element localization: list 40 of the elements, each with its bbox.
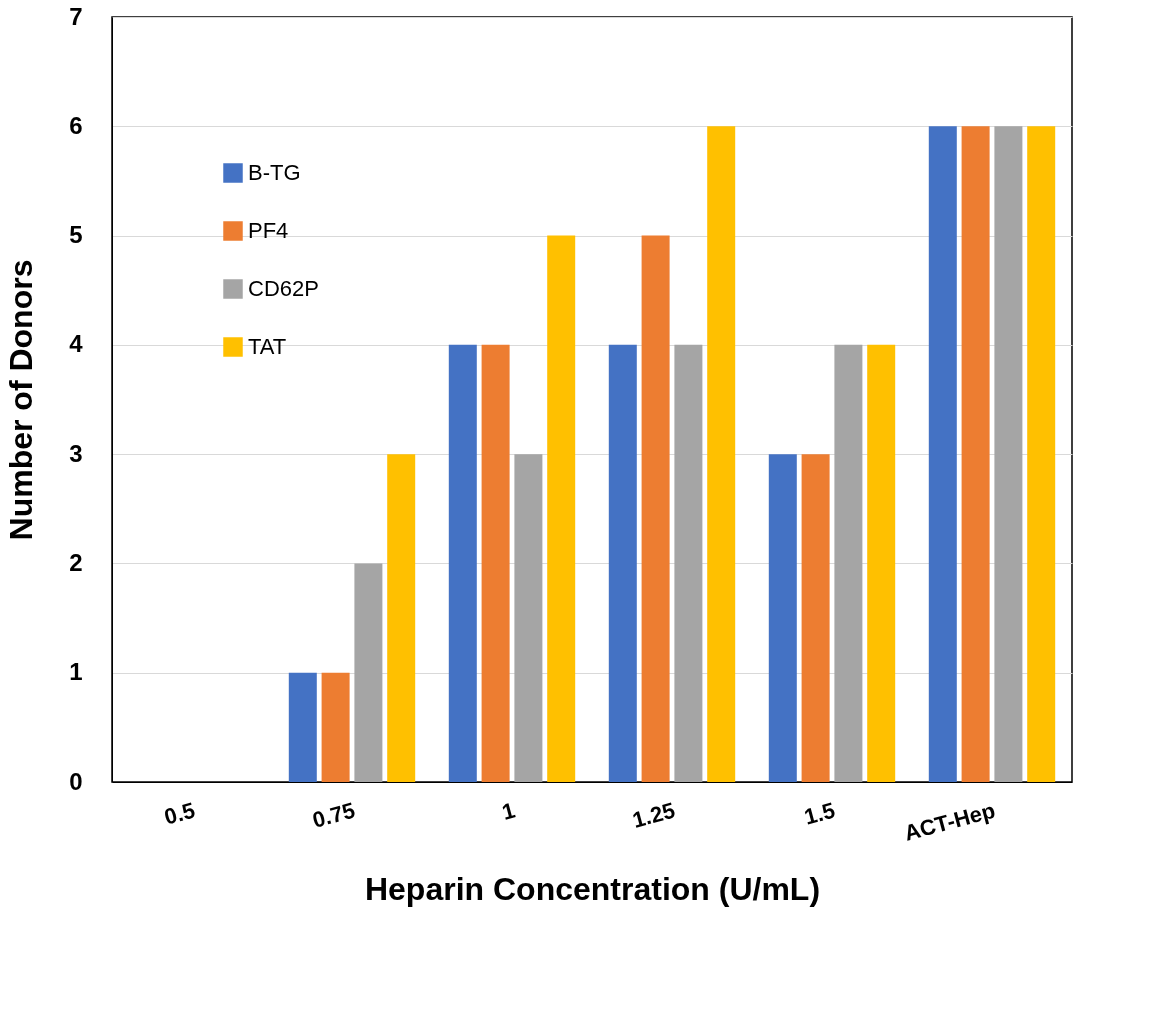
- y-tick-label: 5: [69, 221, 83, 249]
- x-tick-label: 1.25: [629, 797, 678, 833]
- bar: [707, 126, 736, 782]
- bar: [321, 672, 350, 782]
- bar: [608, 344, 637, 782]
- y-tick-label: 3: [69, 439, 83, 467]
- bar: [961, 126, 990, 782]
- bar: [547, 235, 576, 782]
- bar: [1027, 126, 1056, 782]
- y-tick-label: 4: [69, 330, 84, 358]
- bar: [448, 344, 477, 782]
- bar: [768, 454, 797, 782]
- y-tick-label: 2: [69, 548, 83, 576]
- x-axis-title: Heparin Concentration (U/mL): [364, 870, 821, 907]
- bar: [867, 344, 896, 782]
- y-tick-label: 1: [69, 658, 83, 686]
- y-axis-title: Number of Donors: [3, 259, 40, 541]
- y-tick-label: 7: [69, 2, 83, 30]
- x-tick-label: 1: [499, 797, 518, 825]
- legend-label: PF4: [248, 218, 289, 243]
- legend-label: CD62P: [248, 276, 319, 301]
- bar: [834, 344, 863, 782]
- bar: [928, 126, 957, 782]
- y-tick-label: 0: [69, 767, 83, 795]
- x-tick-label: 1.5: [801, 797, 838, 830]
- y-tick-label: 6: [69, 111, 83, 139]
- legend-label: B-TG: [248, 160, 301, 185]
- bar: [354, 563, 383, 782]
- bar: [994, 126, 1023, 782]
- bar: [387, 454, 416, 782]
- bar: [801, 454, 830, 782]
- x-tick-label: 0.75: [309, 797, 358, 833]
- bar: [674, 344, 703, 782]
- bar: [514, 454, 543, 782]
- x-tick-label: 0.5: [161, 797, 198, 830]
- bar: [481, 344, 510, 782]
- x-tick-label: ACT-Hep: [901, 797, 998, 846]
- bar: [641, 235, 670, 782]
- bar: [288, 672, 317, 782]
- legend-label: TAT: [248, 334, 287, 359]
